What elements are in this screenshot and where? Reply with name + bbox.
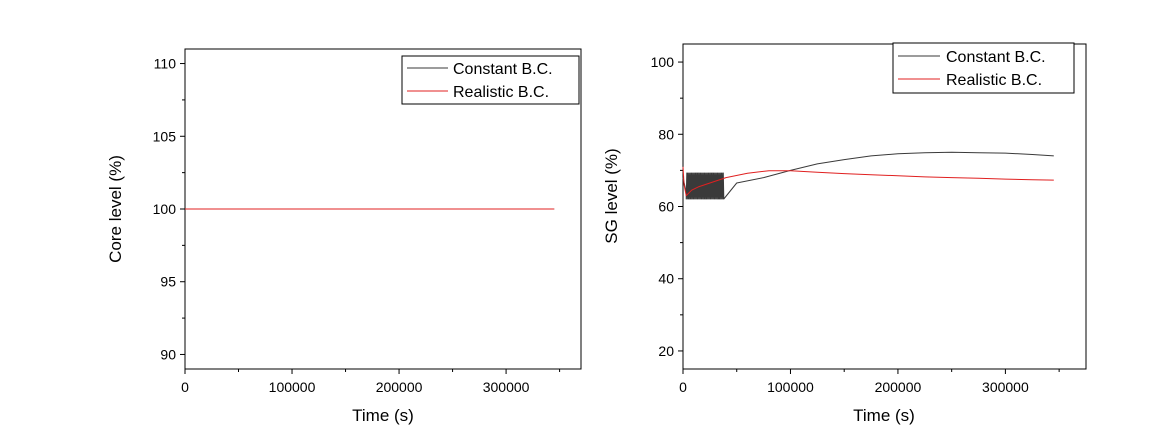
y-axis-ticks: 20 40 60 80 100 — [651, 54, 683, 359]
y-tick-label: 80 — [658, 126, 674, 142]
legend-box — [892, 42, 1075, 94]
x-tick-label: 100000 — [767, 379, 814, 395]
y-tick-label: 40 — [658, 271, 674, 287]
x-tick-label: 200000 — [875, 379, 922, 395]
x-axis-title: Time (s) — [352, 406, 414, 425]
y-axis-title: SG level (%) — [602, 148, 621, 243]
legend-label-realistic: Realistic B.C. — [453, 84, 549, 101]
legend: Constant B.C. Realistic B.C. — [892, 42, 1075, 94]
legend: Constant B.C. Realistic B.C. — [401, 55, 580, 105]
series-line-constant-bc — [682, 151, 1054, 200]
y-tick-label: 95 — [160, 274, 176, 290]
x-tick-label: 200000 — [376, 379, 423, 395]
x-axis-ticks: 0 100000 200000 300000 — [181, 369, 561, 395]
sg-level-chart: 20 40 60 80 100 0 100000 200000 300000 Time (s)… — [602, 42, 1087, 425]
y-tick-label: 60 — [658, 199, 674, 215]
x-tick-label: 300000 — [483, 379, 530, 395]
series-line-realistic-bc — [682, 166, 1054, 197]
x-tick-label: 0 — [181, 379, 189, 395]
y-axis-title: Core level (%) — [106, 155, 125, 263]
x-tick-label: 300000 — [982, 379, 1029, 395]
y-tick-label: 110 — [154, 56, 177, 72]
y-tick-label: 105 — [153, 128, 177, 144]
x-axis-ticks: 0 100000 200000 300000 — [679, 369, 1060, 395]
x-axis-title: Time (s) — [853, 406, 915, 425]
series-lines — [682, 151, 1054, 200]
y-tick-label: 20 — [658, 343, 674, 359]
y-tick-label: 100 — [651, 54, 675, 70]
y-tick-label: 90 — [160, 346, 176, 362]
y-tick-label: 100 — [153, 201, 177, 217]
legend-box — [401, 55, 580, 105]
x-tick-label: 0 — [679, 379, 687, 395]
x-tick-label: 100000 — [269, 379, 316, 395]
legend-label-constant: Constant B.C. — [946, 49, 1046, 66]
legend-label-constant: Constant B.C. — [453, 61, 553, 78]
legend-label-realistic: Realistic B.C. — [946, 72, 1042, 89]
y-axis-ticks: 90 95 100 105 110 — [153, 56, 185, 362]
core-level-chart: 90 95 100 105 110 0 100000 200000 300000 Time (… — [106, 48, 582, 425]
